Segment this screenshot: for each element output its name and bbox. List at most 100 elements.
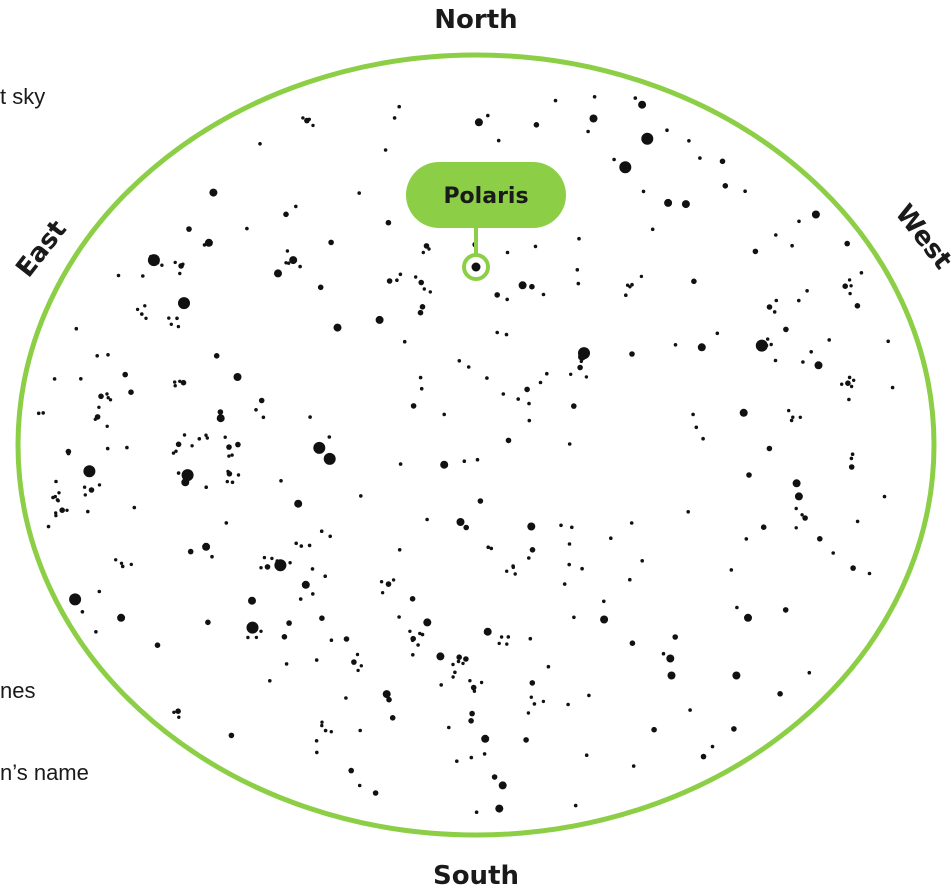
star	[766, 445, 773, 452]
star	[760, 524, 767, 530]
star	[580, 566, 584, 571]
cropped-text-lines: nes	[0, 678, 36, 703]
star	[774, 233, 778, 237]
star	[439, 683, 444, 687]
star	[97, 405, 101, 409]
star	[294, 499, 303, 508]
star	[105, 424, 109, 428]
star	[209, 188, 218, 197]
star	[474, 810, 479, 814]
star	[320, 723, 324, 728]
star	[385, 581, 392, 587]
star	[571, 403, 577, 409]
star	[505, 642, 509, 646]
star	[235, 441, 241, 448]
star	[254, 408, 258, 412]
star	[886, 339, 890, 344]
star	[505, 437, 512, 444]
star	[664, 198, 673, 207]
star	[811, 210, 820, 219]
star	[672, 634, 678, 640]
star	[149, 254, 153, 259]
star	[533, 122, 540, 128]
star	[204, 485, 208, 490]
star	[577, 364, 583, 371]
star	[105, 392, 109, 396]
star	[667, 671, 676, 680]
star	[391, 578, 396, 582]
star	[584, 375, 589, 379]
star	[178, 271, 182, 276]
star	[619, 161, 632, 174]
star	[386, 278, 393, 284]
star	[230, 453, 234, 457]
star	[410, 638, 415, 643]
star	[317, 284, 324, 291]
star	[95, 354, 99, 358]
star	[538, 380, 543, 385]
star	[245, 226, 249, 231]
star	[160, 263, 164, 267]
star	[380, 591, 385, 595]
star	[65, 448, 72, 455]
star	[93, 417, 98, 421]
star	[850, 452, 855, 457]
star	[246, 635, 250, 640]
star	[270, 556, 274, 561]
star	[258, 142, 262, 146]
star	[176, 324, 181, 329]
star	[125, 445, 129, 450]
star	[230, 480, 235, 485]
star	[665, 128, 669, 132]
star	[798, 415, 802, 419]
star	[262, 555, 267, 560]
star	[228, 732, 235, 739]
direction-south: South	[433, 861, 519, 891]
star	[529, 283, 535, 290]
star	[333, 323, 342, 332]
star	[167, 316, 171, 320]
star	[797, 219, 801, 224]
star	[794, 526, 798, 530]
star	[576, 281, 581, 286]
cropped-text-name: n’s name	[0, 760, 89, 785]
star	[176, 471, 181, 475]
star	[172, 710, 176, 714]
star	[319, 615, 325, 621]
star	[289, 256, 298, 265]
star	[469, 755, 474, 760]
star	[541, 699, 546, 704]
star	[357, 783, 362, 788]
star	[402, 339, 407, 344]
star	[752, 248, 759, 255]
star	[849, 456, 854, 461]
star	[719, 158, 726, 165]
star	[98, 393, 104, 400]
star	[735, 605, 739, 610]
star	[766, 337, 770, 341]
star	[278, 559, 283, 564]
star	[732, 671, 741, 680]
star	[175, 441, 182, 448]
star	[294, 204, 298, 209]
star	[288, 561, 292, 565]
star	[529, 695, 533, 699]
star	[79, 377, 83, 381]
star	[469, 710, 475, 717]
star	[451, 675, 455, 679]
star	[700, 753, 707, 760]
star	[890, 385, 895, 390]
star	[482, 752, 487, 756]
star	[313, 441, 326, 454]
star	[205, 619, 211, 626]
star	[814, 361, 823, 370]
star	[375, 315, 384, 324]
star	[301, 580, 310, 589]
star	[589, 114, 598, 123]
star	[379, 580, 384, 584]
star	[395, 278, 399, 283]
star	[491, 774, 498, 780]
star	[397, 615, 401, 619]
star	[859, 271, 864, 275]
